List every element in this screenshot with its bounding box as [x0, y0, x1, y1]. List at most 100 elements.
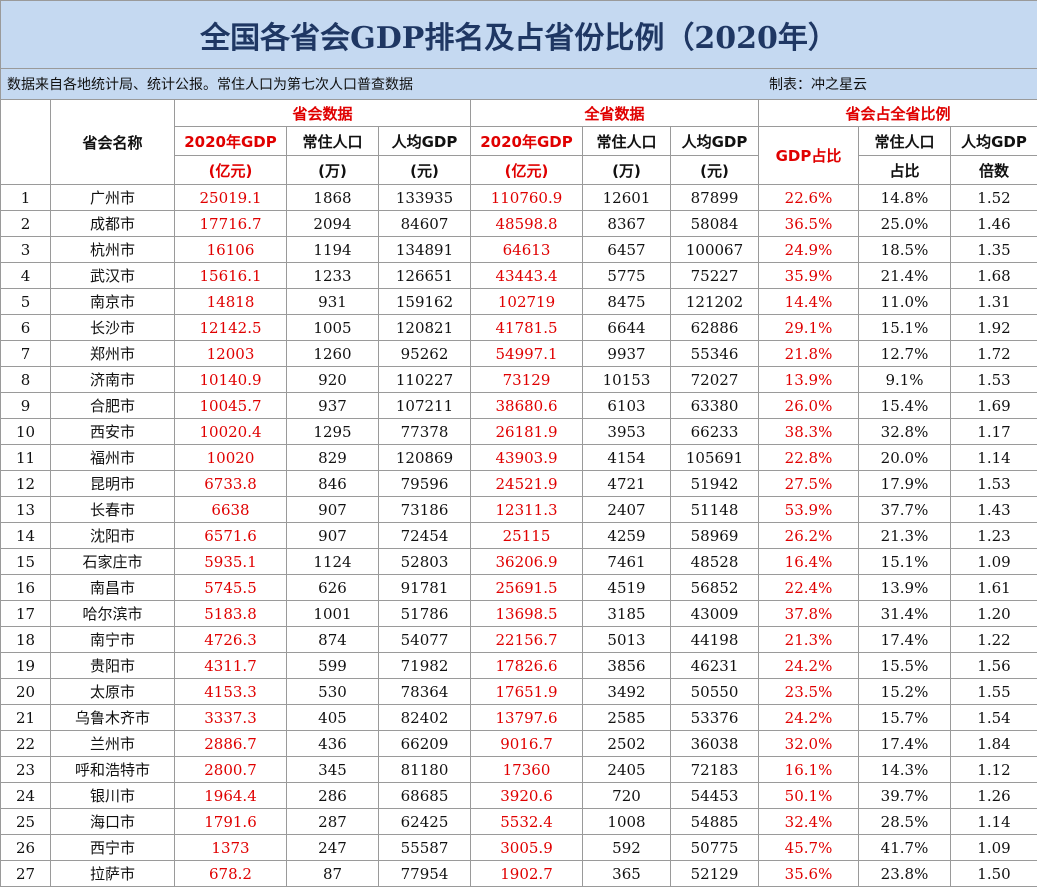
cell-gdp-ratio: 13.9% — [758, 366, 859, 393]
cell-prov-pop: 2405 — [582, 756, 671, 783]
cell-cap-pc-gdp: 84607 — [378, 210, 471, 237]
cell-prov-gdp: 24521.9 — [470, 470, 583, 497]
cell-cap-pop: 530 — [286, 678, 379, 705]
cell-pop-ratio: 15.2% — [858, 678, 951, 705]
cell-city-name: 长春市 — [50, 496, 175, 523]
cell-pc-ratio: 1.35 — [949, 236, 1037, 263]
cell-prov-pop: 12601 — [582, 184, 671, 211]
table-body: 1 广州市 25019.1 1868 133935 110760.9 12601 87899 2… — [0, 184, 1037, 887]
cell-cap-gdp: 6638 — [174, 496, 287, 523]
cell-prov-gdp: 17826.6 — [470, 652, 583, 679]
cell-pc-ratio: 1.53 — [949, 366, 1037, 393]
cell-gdp-ratio: 53.9% — [758, 496, 859, 523]
cell-cap-gdp: 25019.1 — [174, 184, 287, 211]
cell-prov-pc-gdp: 66233 — [670, 418, 759, 445]
cell-city-name: 兰州市 — [50, 730, 175, 757]
cell-rank: 14 — [0, 522, 51, 549]
cell-cap-pop: 907 — [286, 522, 379, 549]
cell-prov-gdp: 36206.9 — [470, 548, 583, 575]
table-row: 25 海口市 1791.6 287 62425 5532.4 1008 54885 32.4% 2… — [0, 808, 1037, 835]
cell-prov-gdp: 43903.9 — [470, 444, 583, 471]
cell-city-name: 长沙市 — [50, 314, 175, 341]
cell-rank: 16 — [0, 574, 51, 601]
cell-pop-ratio: 17.4% — [858, 626, 951, 653]
cell-prov-gdp: 38680.6 — [470, 392, 583, 419]
table-row: 8 济南市 10140.9 920 110227 73129 10153 72027 13.9%… — [0, 366, 1037, 393]
cell-prov-pc-gdp: 50775 — [670, 834, 759, 861]
table-row: 14 沈阳市 6571.6 907 72454 25115 4259 58969 26.2% 21… — [0, 522, 1037, 549]
cap-pop-header: 常住人口 — [286, 126, 379, 156]
cell-prov-pop: 6103 — [582, 392, 671, 419]
cell-gdp-ratio: 35.6% — [758, 860, 859, 887]
pop-ratio-header: 常住人口 — [858, 126, 951, 156]
cell-rank: 24 — [0, 782, 51, 809]
cell-pc-ratio: 1.92 — [949, 314, 1037, 341]
cell-city-name: 哈尔滨市 — [50, 600, 175, 627]
cell-cap-pc-gdp: 54077 — [378, 626, 471, 653]
cell-cap-pc-gdp: 66209 — [378, 730, 471, 757]
cell-cap-pop: 1194 — [286, 236, 379, 263]
table-row: 11 福州市 10020 829 120869 43903.9 4154 105691 22.8… — [0, 444, 1037, 471]
cap-pop-unit: (万) — [286, 155, 379, 185]
cell-gdp-ratio: 24.2% — [758, 704, 859, 731]
cell-pop-ratio: 15.1% — [858, 548, 951, 575]
cell-prov-pop: 5775 — [582, 262, 671, 289]
source-note: 数据来自各地统计局、统计公报。常住人口为第七次人口普查数据 — [7, 77, 413, 93]
cell-prov-gdp: 22156.7 — [470, 626, 583, 653]
cell-cap-pc-gdp: 134891 — [378, 236, 471, 263]
cap-gdp-unit: (亿元) — [174, 155, 287, 185]
cell-city-name: 南昌市 — [50, 574, 175, 601]
cell-cap-pc-gdp: 72454 — [378, 522, 471, 549]
cell-prov-pop: 3953 — [582, 418, 671, 445]
cell-pop-ratio: 13.9% — [858, 574, 951, 601]
cell-cap-pop: 937 — [286, 392, 379, 419]
cell-cap-gdp: 6733.8 — [174, 470, 287, 497]
cell-pc-ratio: 1.61 — [949, 574, 1037, 601]
cell-rank: 7 — [0, 340, 51, 367]
cell-pop-ratio: 37.7% — [858, 496, 951, 523]
cell-cap-pop: 286 — [286, 782, 379, 809]
table-row: 4 武汉市 15616.1 1233 126651 43443.4 5775 75227 35.… — [0, 262, 1037, 289]
cell-prov-gdp: 3920.6 — [470, 782, 583, 809]
cell-cap-gdp: 16106 — [174, 236, 287, 263]
cell-gdp-ratio: 24.9% — [758, 236, 859, 263]
cell-pc-ratio: 1.46 — [949, 210, 1037, 237]
cell-cap-pc-gdp: 107211 — [378, 392, 471, 419]
table-row: 20 太原市 4153.3 530 78364 17651.9 3492 50550 23.5%… — [0, 678, 1037, 705]
prov-gdp-header: 2020年GDP — [470, 126, 583, 156]
cell-prov-pc-gdp: 121202 — [670, 288, 759, 315]
cell-gdp-ratio: 14.4% — [758, 288, 859, 315]
cell-prov-gdp: 17651.9 — [470, 678, 583, 705]
cell-cap-gdp: 4726.3 — [174, 626, 287, 653]
cell-city-name: 拉萨市 — [50, 860, 175, 887]
cell-cap-pop: 1868 — [286, 184, 379, 211]
cell-rank: 18 — [0, 626, 51, 653]
cell-cap-gdp: 2886.7 — [174, 730, 287, 757]
cell-cap-pop: 345 — [286, 756, 379, 783]
cell-prov-pop: 4154 — [582, 444, 671, 471]
table-row: 10 西安市 10020.4 1295 77378 26181.9 3953 66233 38.… — [0, 418, 1037, 445]
cell-cap-pc-gdp: 82402 — [378, 704, 471, 731]
cell-prov-pc-gdp: 46231 — [670, 652, 759, 679]
prov-pc-unit: (元) — [670, 155, 759, 185]
table-row: 24 银川市 1964.4 286 68685 3920.6 720 54453 50.1% 39… — [0, 782, 1037, 809]
cell-rank: 9 — [0, 392, 51, 419]
cell-city-name: 南宁市 — [50, 626, 175, 653]
cell-cap-pop: 2094 — [286, 210, 379, 237]
table-row: 19 贵阳市 4311.7 599 71982 17826.6 3856 46231 24.2%… — [0, 652, 1037, 679]
cell-prov-pc-gdp: 58969 — [670, 522, 759, 549]
cell-gdp-ratio: 35.9% — [758, 262, 859, 289]
cell-gdp-ratio: 26.2% — [758, 522, 859, 549]
cell-cap-pop: 1295 — [286, 418, 379, 445]
cell-cap-gdp: 5183.8 — [174, 600, 287, 627]
cell-prov-pop: 3856 — [582, 652, 671, 679]
cell-gdp-ratio: 22.4% — [758, 574, 859, 601]
cell-gdp-ratio: 29.1% — [758, 314, 859, 341]
cell-prov-pc-gdp: 53376 — [670, 704, 759, 731]
cell-rank: 12 — [0, 470, 51, 497]
cell-pc-ratio: 1.14 — [949, 444, 1037, 471]
cell-pop-ratio: 32.8% — [858, 418, 951, 445]
cell-prov-pop: 2407 — [582, 496, 671, 523]
cell-rank: 2 — [0, 210, 51, 237]
